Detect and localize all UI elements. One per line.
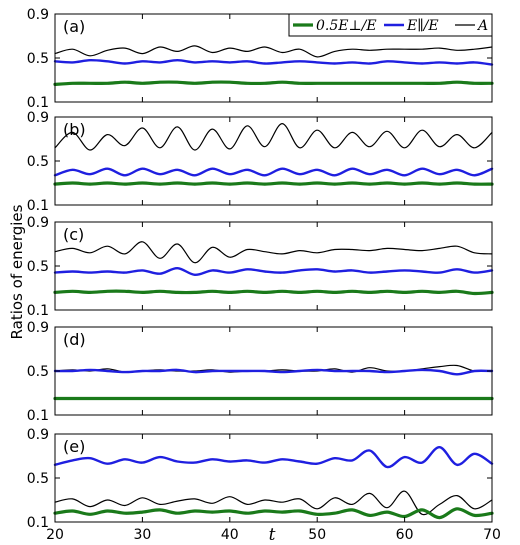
legend-entry-par: E∥/E [406, 18, 439, 34]
x-tick-label: 40 [221, 527, 239, 543]
panel-d: 0.1 0.5 0.9 (d) [27, 320, 494, 424]
y-tick-label: 0.5 [27, 51, 49, 67]
panel-label: (a) [63, 17, 85, 36]
panel-label: (b) [63, 120, 86, 139]
panel-e: 0.1 0.5 0.9 (e) [27, 427, 494, 531]
y-tick-label: 0.1 [27, 515, 49, 531]
series-line-perp [53, 289, 494, 296]
series-line-A [54, 45, 493, 58]
axes-frame [54, 116, 493, 206]
series-line-par [53, 267, 494, 277]
axes-frame [54, 221, 493, 311]
y-tick-label: 0.5 [27, 154, 49, 170]
panel-label: (d) [63, 330, 86, 349]
series-line-par [53, 368, 494, 376]
x-tick-label: 70 [483, 527, 501, 543]
series-line-perp [53, 181, 494, 186]
panel-label: (e) [63, 437, 85, 456]
x-tick-label: 60 [396, 527, 414, 543]
y-tick-label: 0.1 [27, 95, 49, 111]
legend: 0.5E⊥/E E∥/E A [288, 13, 493, 37]
x-tick-label: 20 [46, 527, 64, 543]
panel-label: (c) [63, 225, 84, 244]
y-tick-label: 0.9 [27, 110, 49, 126]
panel-c: 0.1 0.5 0.9 (c) [27, 215, 494, 319]
series-line-par [53, 167, 494, 177]
y-tick-label: 0.5 [27, 364, 49, 380]
y-tick-label: 0.1 [27, 303, 49, 319]
axes-frame [54, 433, 493, 523]
y-tick-label: 0.1 [27, 408, 49, 424]
y-tick-label: 0.1 [27, 198, 49, 214]
y-axis-label: Ratios of energies [8, 204, 26, 339]
series-line-A [54, 490, 493, 516]
series-line-par [53, 446, 494, 469]
y-tick-label: 0.9 [27, 320, 49, 336]
series-line-par [53, 58, 494, 66]
y-tick-label: 0.9 [27, 215, 49, 231]
x-tick-label: 50 [308, 527, 326, 543]
y-tick-label: 0.9 [27, 427, 49, 443]
series-line-perp [53, 507, 494, 520]
series-line-A [54, 241, 493, 264]
y-tick-label: 0.9 [27, 7, 49, 23]
x-axis-label: t [269, 525, 276, 545]
series-line-perp [53, 80, 494, 86]
x-tick-label: 30 [133, 527, 151, 543]
panel-b: 0.1 0.5 0.9 (b) [27, 110, 494, 214]
legend-entry-perp: 0.5E⊥/E [316, 18, 377, 34]
y-tick-label: 0.5 [27, 259, 49, 275]
legend-entry-A: A [476, 18, 488, 34]
y-tick-label: 0.5 [27, 471, 49, 487]
series-line-A [54, 122, 493, 151]
